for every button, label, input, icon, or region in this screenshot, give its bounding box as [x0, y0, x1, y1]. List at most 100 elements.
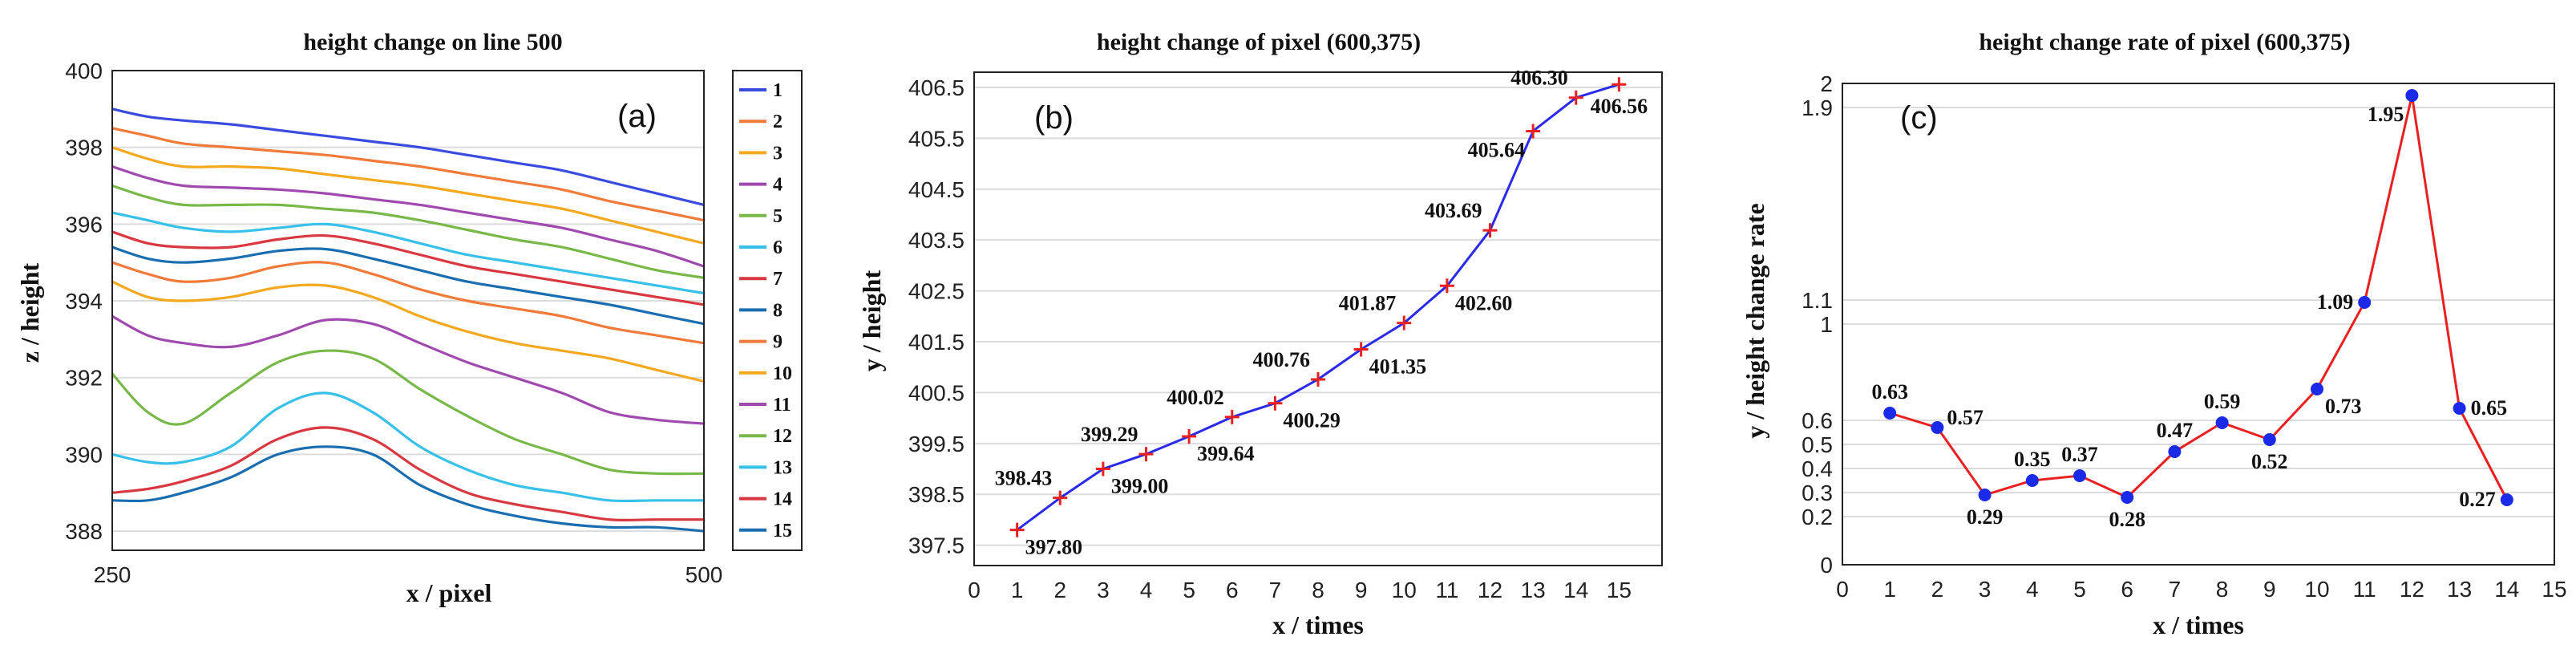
chart-c-y-tick-label: 0.4 — [1802, 456, 1833, 481]
chart-b-data-label: 403.69 — [1425, 199, 1482, 222]
chart-a-y-tick-label: 398 — [65, 136, 103, 160]
chart-b-x-tick-label: 9 — [1355, 578, 1368, 602]
chart-b-x-tick-label: 2 — [1053, 578, 1066, 602]
chart-b-point-10 — [1397, 315, 1412, 330]
legend-label-5: 5 — [773, 206, 783, 227]
chart-c-data-label: 0.73 — [2325, 395, 2362, 418]
chart-b-x-tick-label: 5 — [1183, 578, 1195, 602]
chart-c-series-line — [1889, 95, 2509, 501]
series-line-3 — [111, 146, 705, 245]
chart-a-y-axis-label: z / height — [15, 262, 44, 363]
chart-c-x-tick-label: 7 — [2169, 577, 2182, 602]
chart-b-x-axis-label: x / times — [1272, 610, 1364, 639]
panel-c-height-change-rate: height change rate of pixel (600,375) (c… — [1741, 29, 2567, 639]
chart-b-point-1 — [1009, 522, 1025, 537]
chart-b-data-label: 400.29 — [1283, 409, 1341, 432]
chart-c-point-13 — [2453, 402, 2466, 415]
chart-c-data-label: 0.52 — [2251, 450, 2288, 473]
chart-c-data-label: 0.47 — [2157, 419, 2194, 442]
chart-c-data-label: 1.95 — [2368, 103, 2404, 126]
panel-b-height-change-pixel: height change of pixel (600,375) (b) 397… — [857, 29, 1663, 639]
chart-b-series-line — [1016, 83, 1620, 531]
chart-a-y-tick-label: 388 — [65, 519, 103, 544]
legend-label-11: 11 — [773, 395, 791, 416]
chart-b-y-tick-label: 401.5 — [908, 330, 964, 355]
chart-b-data-label: 397.80 — [1025, 536, 1083, 559]
chart-c-data-label: 0.63 — [1871, 380, 1908, 403]
chart-b-point-13 — [1526, 124, 1541, 139]
series-line-11 — [111, 314, 705, 425]
series-line-15 — [111, 445, 705, 533]
chart-b-y-tick-label: 405.5 — [908, 126, 964, 151]
legend-label-3: 3 — [773, 143, 783, 164]
chart-c-y-tick-label: 2 — [1820, 71, 1833, 96]
chart-c-data-label: 0.35 — [2014, 448, 2051, 471]
chart-c-data-label: 0.27 — [2459, 488, 2496, 511]
chart-b-data-label: 402.60 — [1455, 291, 1513, 314]
chart-c-x-tick-label: 6 — [2121, 577, 2133, 602]
chart-b-x-tick-label: 4 — [1140, 578, 1153, 602]
series-line-5 — [111, 184, 705, 279]
legend-label-14: 14 — [773, 489, 792, 510]
series-line-14 — [111, 426, 704, 522]
chart-b-x-tick-label: 7 — [1269, 578, 1282, 602]
chart-c-frame — [1842, 83, 2555, 566]
series-line-10 — [111, 280, 705, 383]
legend-label-1: 1 — [773, 80, 783, 101]
chart-b-point-12 — [1482, 223, 1498, 238]
chart-c-data-label: 0.59 — [2204, 390, 2241, 413]
chart-b-point-14 — [1568, 90, 1583, 105]
chart-a-y-tick-label: 396 — [65, 212, 103, 237]
chart-b-x-tick-label: 11 — [1435, 578, 1458, 602]
chart-c-x-tick-label: 12 — [2400, 577, 2424, 602]
chart-b-data-label: 399.64 — [1197, 442, 1255, 465]
chart-b-point-3 — [1095, 461, 1110, 476]
series-line-7 — [111, 230, 705, 306]
chart-c-x-axis-label: x / times — [2153, 610, 2244, 639]
chart-b-data-label: 401.87 — [1339, 292, 1397, 315]
chart-b-point-7 — [1268, 395, 1283, 411]
chart-c-point-14 — [2500, 493, 2513, 506]
chart-c-x-tick-label: 4 — [2026, 577, 2039, 602]
chart-c-y-tick-label: 0.3 — [1802, 481, 1833, 505]
chart-b-y-tick-label: 398.5 — [908, 482, 964, 507]
chart-c-point-9 — [2263, 433, 2276, 446]
chart-c-point-4 — [2025, 474, 2039, 487]
series-line-6 — [111, 211, 705, 295]
chart-c-point-5 — [2073, 469, 2086, 482]
legend-label-2: 2 — [773, 112, 783, 132]
chart-b-point-6 — [1224, 409, 1239, 424]
chart-c-y-tick-label: 0.2 — [1802, 505, 1833, 529]
chart-c-point-8 — [2215, 416, 2229, 429]
chart-b-data-label: 400.76 — [1253, 348, 1311, 371]
chart-c-y-tick-label: 1.9 — [1802, 95, 1833, 120]
chart-b-data-label: 406.30 — [1510, 67, 1568, 90]
chart-c-point-12 — [2405, 89, 2419, 102]
chart-b-data-label: 399.00 — [1111, 475, 1169, 498]
chart-a-panel-label: (a) — [617, 99, 657, 134]
chart-b-point-9 — [1353, 342, 1369, 357]
chart-a-x-tick-label: 250 — [94, 562, 131, 587]
chart-b-x-tick-label: 13 — [1521, 578, 1546, 602]
chart-c-point-1 — [1883, 407, 1897, 420]
legend-label-9: 9 — [773, 332, 783, 353]
chart-c-data-label: 0.37 — [2061, 443, 2098, 466]
chart-a-title: height change on line 500 — [303, 29, 562, 55]
chart-b-y-tick-label: 403.5 — [908, 228, 964, 253]
chart-b-y-tick-label: 399.5 — [908, 432, 964, 456]
chart-b-y-tick-label: 406.5 — [908, 75, 964, 100]
chart-c-title: height change rate of pixel (600,375) — [1979, 29, 2350, 55]
chart-b-x-tick-label: 6 — [1226, 578, 1239, 602]
chart-b-x-tick-label: 1 — [1011, 578, 1024, 602]
chart-b-x-tick-label: 0 — [968, 578, 981, 602]
panel-a-height-change-line: height change on line 500 (a) 3883903923… — [15, 29, 803, 607]
chart-c-y-axis-label: y / height change rate — [1741, 203, 1769, 438]
chart-c-data-label: 0.29 — [1967, 505, 2004, 529]
chart-c-y-tick-label: 0.6 — [1802, 408, 1833, 433]
chart-b-point-5 — [1182, 428, 1197, 444]
chart-c-x-tick-label: 10 — [2304, 577, 2329, 602]
chart-c-data-label: 0.65 — [2471, 396, 2508, 420]
chart-b-y-tick-label: 397.5 — [908, 533, 964, 558]
